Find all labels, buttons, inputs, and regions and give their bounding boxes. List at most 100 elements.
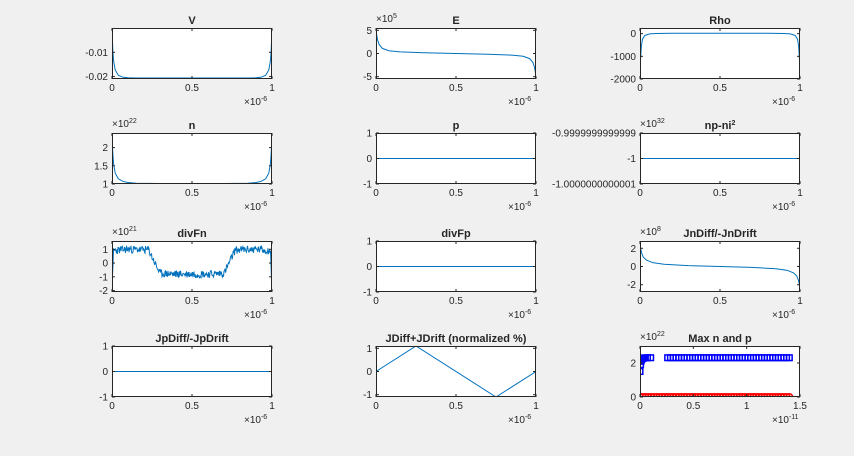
x-exponent-label: ×10-6 [508,201,531,213]
y-tick-label: -1000 [610,52,636,63]
scatter-point-circle [716,392,725,397]
y-tick-label: -1 [363,288,372,299]
scatter-point-circle [694,392,703,397]
subplot-title: Max n and p [688,333,752,345]
subplot-title: np-ni2 [705,120,736,132]
axes-background [640,346,800,397]
y-tick-label: -0.01 [85,48,108,59]
scatter-point-circle [655,392,664,397]
scatter-point-circle [727,392,736,397]
y-tick-label: -1 [99,393,108,404]
x-exponent-label: ×10-11 [772,414,799,426]
scatter-point-circle [677,392,686,397]
x-tick-label: 1.5 [793,401,807,412]
x-tick-label: 0.5 [185,296,199,307]
x-tick-label: 0.5 [185,83,199,94]
scatter-point-circle [702,392,711,397]
y-tick-label: 0 [366,367,372,378]
y-tick-label: -2 [99,286,108,297]
x-tick-label: 0.5 [713,83,727,94]
subplot-divfn: 0 0.5 1 1 0 -1 -2 ×10-6 ×1021 divFn [99,226,275,321]
scatter-point-circle [760,392,769,397]
y-tick-label: -5 [363,72,372,83]
scatter-point-circle [666,392,675,397]
y-tick-label: 1 [102,342,108,353]
subplot-title: V [188,15,196,27]
x-tick-label: 0.5 [449,401,463,412]
x-tick-label: 0 [637,83,643,94]
series-line-0 [112,244,272,280]
x-exponent-label: ×10-6 [772,309,795,321]
subplot-title: JDiff+JDrift (normalized %) [386,333,527,345]
x-tick-label: 1 [269,401,275,412]
x-exponent-label: ×10-6 [508,96,531,108]
plot-area [112,244,272,280]
scatter-point-circle [771,392,780,397]
subplot-jndiff-jndrift: 0 0.5 120-2×10-6×108 JnDiff/-JnDrift [627,226,803,321]
y-tick-label: 1 [102,245,108,256]
x-tick-label: 0.5 [185,188,199,199]
scatter-point-circle [774,392,783,397]
scatter-point-square [785,354,793,362]
scatter-point-circle [741,392,750,397]
scatter-point-circle [671,392,680,397]
scatter-point-circle [674,392,683,397]
y-tick-label: 0 [366,49,372,60]
scatter-point-circle [754,392,763,397]
scatter-point-circle [699,392,708,397]
scatter-point-circle [647,392,656,397]
x-tick-label: 1 [269,296,275,307]
x-exponent-label: ×10-6 [244,96,267,108]
x-exponent-label: ×10-6 [772,96,795,108]
y-tick-label: -2 [627,280,636,291]
x-tick-label: 1 [797,296,803,307]
y-tick-label: 1 [366,129,372,140]
scatter-point-circle [707,392,716,397]
y-tick-label: 2 [630,244,636,255]
plot-area [376,346,536,397]
y-tick-label: 2 [102,143,108,154]
y-exponent-label: ×1022 [640,331,665,343]
axes-background [640,28,800,79]
subplot-title: E [452,15,459,27]
y-tick-label: -1 [363,180,372,191]
x-tick-label: 0 [109,296,115,307]
x-exponent-label: ×10-6 [244,201,267,213]
scatter-point-circle [738,392,747,397]
scatter-point-circle [782,392,791,397]
x-tick-label: 1 [269,83,275,94]
scatter-point-circle [713,392,722,397]
scatter-point-circle [752,392,761,397]
x-tick-label: 0 [109,83,115,94]
scatter-point-circle [691,392,700,397]
scatter-point-circle [652,392,661,397]
scatter-point-circle [765,392,775,397]
x-tick-label: 1 [533,296,539,307]
subplot-title: n [189,120,196,132]
y-tick-label: -1 [99,272,108,283]
y-exponent-label: ×105 [376,13,397,25]
x-tick-label: 0.5 [713,188,727,199]
y-tick-label: -1 [627,154,636,165]
scatter-point-circle [718,392,728,397]
subplot-title: divFn [177,228,207,240]
scatter-point-circle [682,392,692,397]
y-tick-label: 5 [366,26,372,37]
series-line-0 [640,242,800,291]
y-tick-label: 0 [630,29,636,40]
scatter-point-circle [685,392,694,397]
y-tick-label: 0 [630,393,636,404]
x-tick-label: 1 [533,83,539,94]
scatter-point-circle [680,392,689,397]
scatter-point-circle [732,392,741,397]
series-line-0 [640,32,800,79]
x-tick-label: 0 [373,296,379,307]
subplot-rho: 0 0.5 1 0 -1000 -2000 ×10-6 Rho [610,15,803,108]
y-tick-label: -1.0000000000001 [552,180,636,191]
x-tick-label: 0.5 [449,296,463,307]
y-tick-label: 2 [630,359,636,370]
y-exponent-label: ×1021 [112,226,137,238]
x-tick-label: 0.5 [449,188,463,199]
y-tick-label: -2000 [610,75,636,86]
